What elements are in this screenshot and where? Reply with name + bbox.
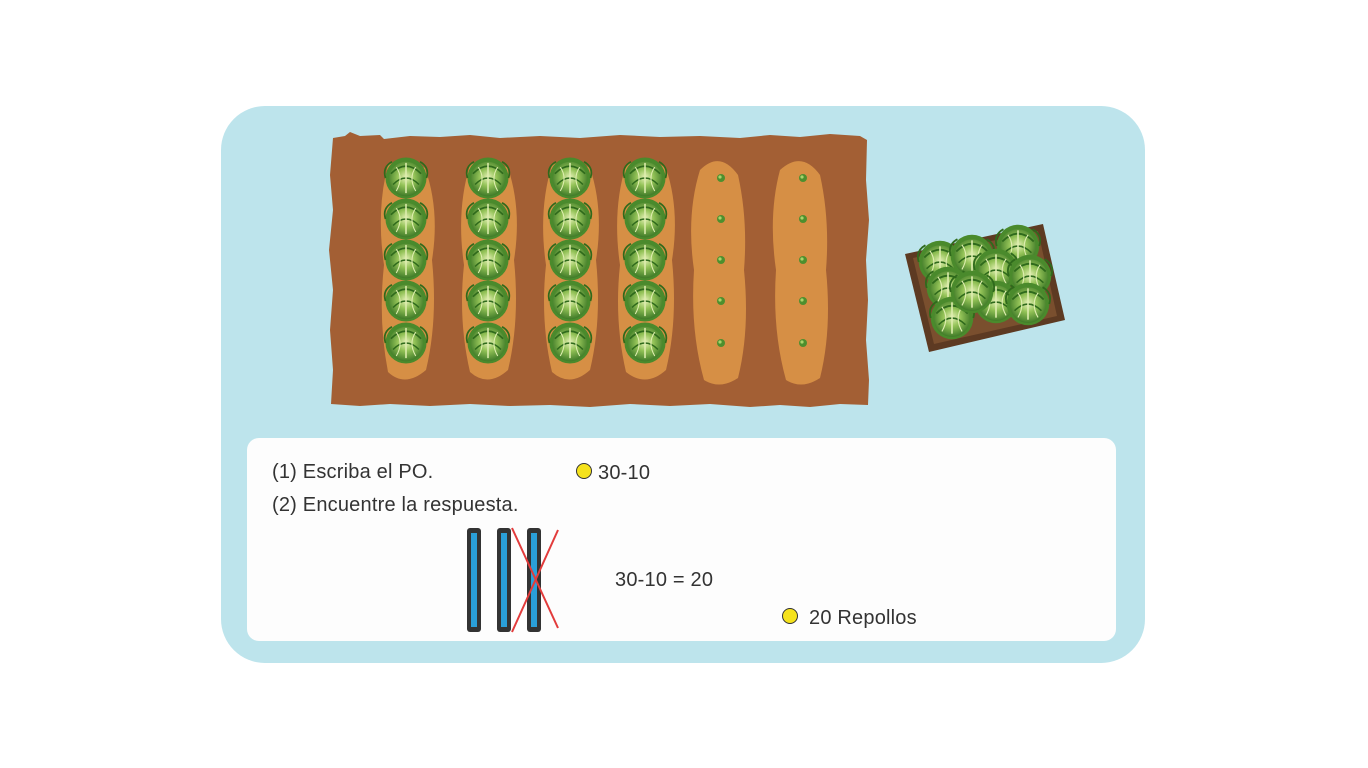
result-marker-dot — [782, 608, 798, 624]
result-answer: 20 Repollos — [809, 607, 917, 629]
expression-marker-dot — [576, 463, 592, 479]
step-1-instruction: (1) Escriba el PO. — [272, 461, 434, 483]
cross-out-line — [511, 527, 559, 629]
cabbage-crate — [905, 223, 1065, 352]
step-2-instruction: (2) Encuentre la respuesta. — [272, 494, 519, 516]
ten-bar-fill — [531, 533, 537, 627]
cross-out-line — [511, 529, 559, 633]
ten-bar-fill — [471, 533, 477, 627]
ten-bar-fill — [501, 533, 507, 627]
expression-answer: 30-10 — [598, 462, 651, 484]
equation-answer: 30-10 = 20 — [615, 569, 714, 591]
question-panel — [247, 438, 1116, 641]
